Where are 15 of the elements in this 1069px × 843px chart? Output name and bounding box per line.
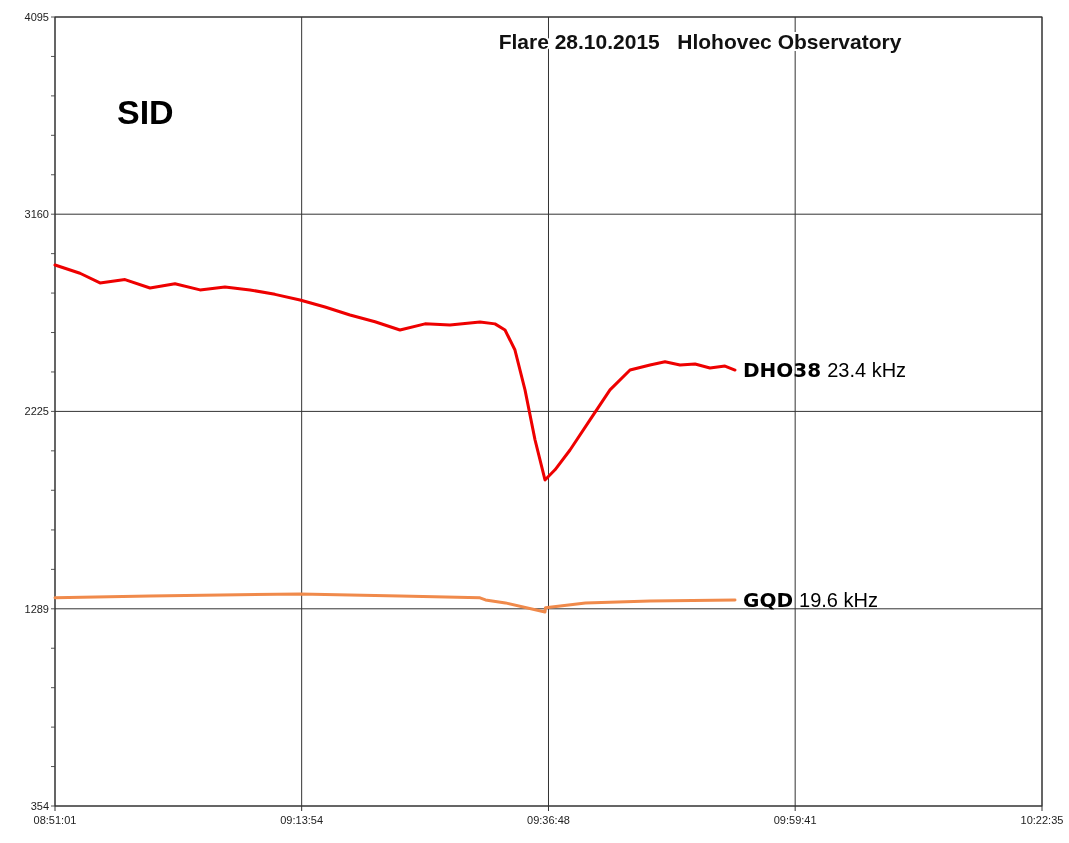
x-tick-label: 09:59:41: [773, 814, 817, 826]
series-label: GQD 19.6 kHz: [743, 587, 878, 612]
series-label: DHO38 23.4 kHz: [743, 358, 907, 383]
x-tick-label: 10:22:35: [1020, 814, 1064, 826]
x-tick-label: 09:13:54: [280, 814, 324, 826]
annotation: SID: [117, 93, 174, 131]
x-tick-label: 09:36:48: [527, 814, 570, 826]
line-series: [53, 263, 737, 482]
x-tick-label: 08:51:01: [33, 814, 77, 826]
y-tick-label: 354: [30, 800, 49, 812]
y-tick-label: 4095: [24, 11, 49, 23]
line-series: [53, 592, 737, 614]
y-tick-label: 1289: [24, 602, 49, 615]
y-tick-label: 2225: [24, 405, 49, 418]
y-tick-label: 3160: [24, 208, 49, 221]
